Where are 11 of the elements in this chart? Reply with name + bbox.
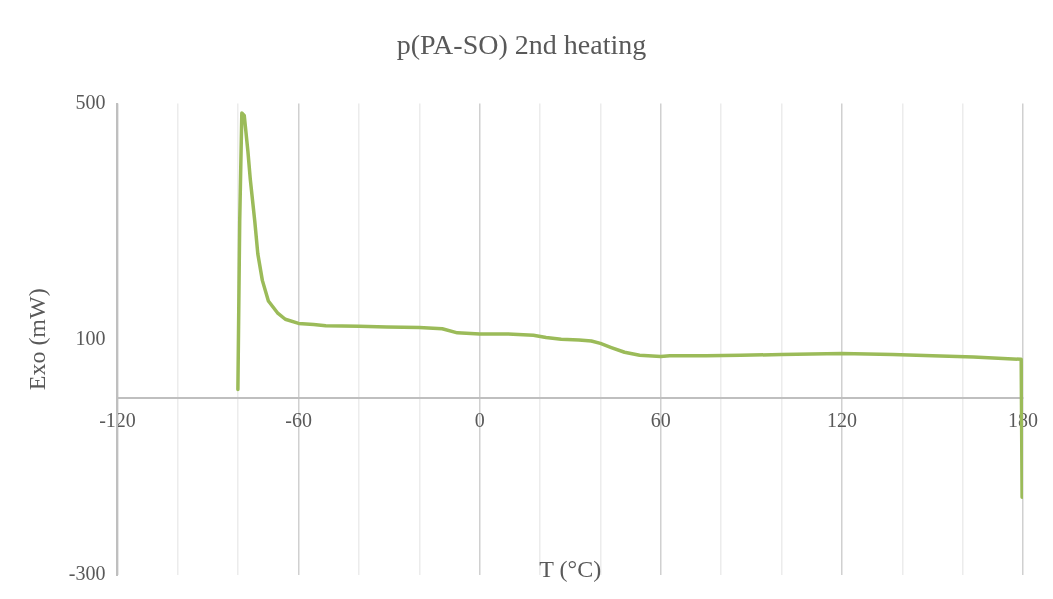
x-tick-label: 60 [650,409,671,432]
x-tick-label: 0 [474,409,485,432]
x-tick-label: -120 [99,409,136,432]
y-axis-title: Exo (mW) [23,288,50,391]
chart-title: p(PA-SO) 2nd heating [396,29,647,61]
y-tick-label: -300 [68,562,106,585]
x-tick-label: -60 [285,409,312,432]
x-axis-title: T (°C) [539,555,602,582]
y-tick-label: 100 [75,326,106,349]
y-tick-label: 500 [75,90,106,113]
x-tick-label: 120 [826,409,857,432]
